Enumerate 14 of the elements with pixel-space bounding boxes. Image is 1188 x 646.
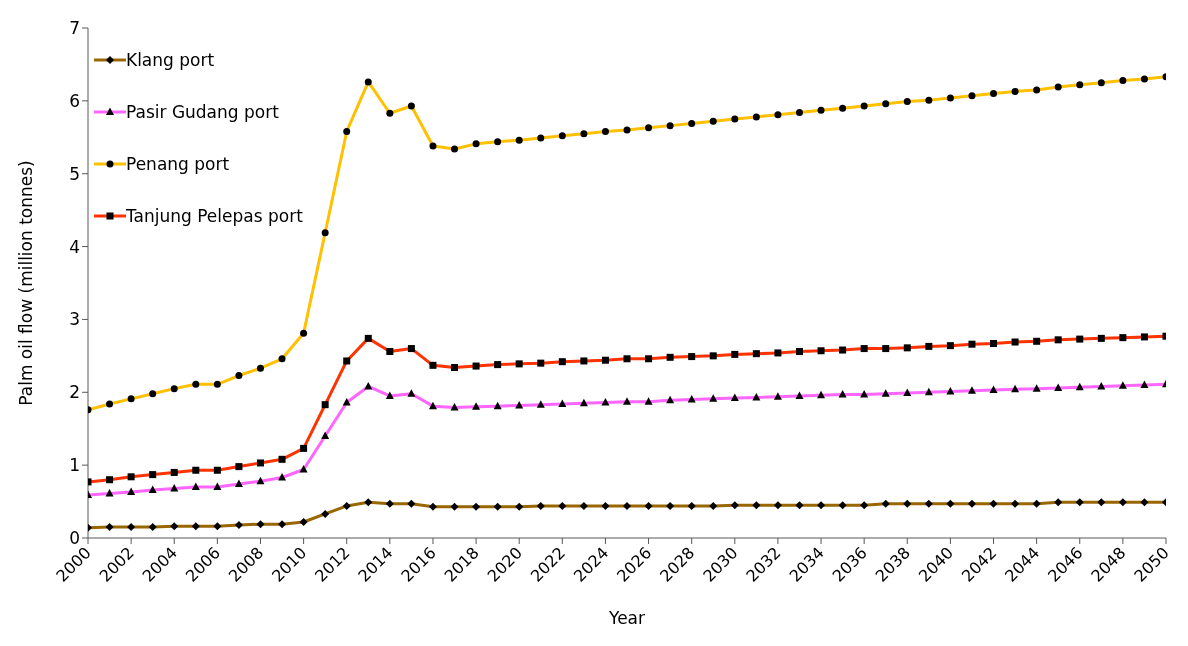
- y-tick-label: 7: [69, 18, 80, 39]
- y-axis-title: Palm oil flow (million tonnes): [16, 160, 37, 406]
- y-tick-label: 3: [69, 309, 80, 330]
- legend-label: Klang port: [126, 50, 215, 70]
- y-tick-label: 0: [69, 528, 80, 549]
- legend-label: Tanjung Pelepas port: [126, 206, 303, 226]
- y-tick-label: 6: [69, 90, 80, 111]
- x-axis-title: Year: [608, 608, 645, 628]
- legend-label: Penang port: [126, 154, 230, 174]
- legend-label: Pasir Gudang port: [126, 102, 279, 122]
- y-tick-label: 5: [69, 163, 80, 184]
- y-tick-label: 1: [69, 455, 80, 476]
- y-tick-label: 2: [69, 382, 80, 403]
- y-tick-label: 4: [69, 236, 80, 257]
